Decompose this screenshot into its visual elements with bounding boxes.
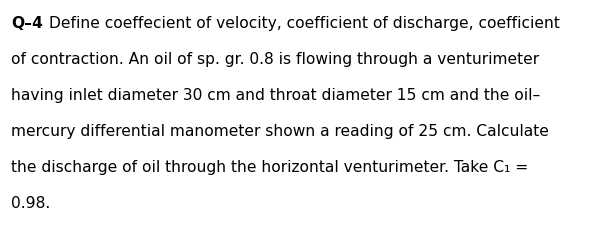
- Text: of contraction. An oil of sp. gr. 0.8 is flowing through a venturimeter: of contraction. An oil of sp. gr. 0.8 is…: [11, 52, 539, 67]
- Text: mercury differential manometer shown a reading of 25 cm. Calculate: mercury differential manometer shown a r…: [11, 124, 549, 139]
- Text: 0.98.: 0.98.: [11, 195, 50, 210]
- Text: having inlet diameter 30 cm and throat diameter 15 cm and the oil–: having inlet diameter 30 cm and throat d…: [11, 88, 540, 103]
- Text: Q–4: Q–4: [11, 16, 43, 31]
- Text: the discharge of oil through the horizontal venturimeter. Take C₁ =: the discharge of oil through the horizon…: [11, 159, 528, 174]
- Text: Define coeffecient of velocity, coefficient of discharge, coefficient: Define coeffecient of velocity, coeffici…: [49, 16, 560, 31]
